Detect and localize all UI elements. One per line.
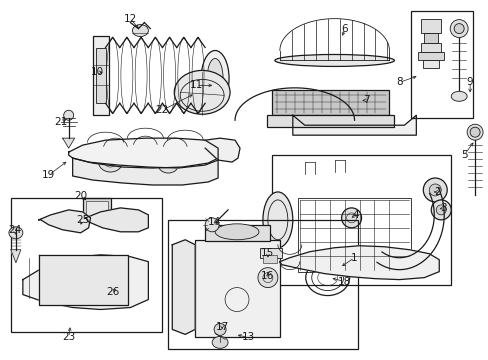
Ellipse shape	[174, 71, 229, 114]
Text: 19: 19	[42, 170, 55, 180]
Ellipse shape	[205, 218, 219, 232]
Polygon shape	[23, 255, 148, 310]
Bar	[266, 115, 394, 127]
Ellipse shape	[423, 178, 447, 202]
Bar	[271, 90, 388, 115]
Polygon shape	[85, 208, 148, 232]
Ellipse shape	[215, 224, 259, 240]
Ellipse shape	[214, 323, 225, 336]
Text: 18: 18	[337, 276, 350, 287]
Bar	[11, 198, 162, 332]
Ellipse shape	[341, 208, 361, 228]
Text: 16: 16	[261, 271, 274, 281]
Text: 13: 13	[241, 332, 254, 342]
Polygon shape	[68, 138, 218, 168]
Text: 2: 2	[433, 187, 440, 197]
Polygon shape	[292, 115, 415, 135]
Text: 4: 4	[351, 210, 358, 220]
Ellipse shape	[59, 269, 79, 287]
Bar	[263, 255, 276, 263]
Text: 26: 26	[106, 287, 119, 297]
Ellipse shape	[212, 336, 227, 348]
Ellipse shape	[430, 200, 450, 220]
Text: 23: 23	[62, 332, 75, 342]
Text: 10: 10	[91, 67, 104, 77]
Bar	[297, 198, 410, 272]
Text: 22: 22	[155, 105, 168, 115]
Ellipse shape	[428, 184, 440, 196]
Text: 11: 11	[189, 80, 203, 90]
Text: 7: 7	[363, 95, 369, 105]
Bar	[424, 32, 437, 42]
Bar	[423, 60, 438, 68]
Polygon shape	[73, 158, 218, 185]
Text: 3: 3	[439, 203, 446, 213]
Text: 21: 21	[54, 117, 67, 127]
Ellipse shape	[201, 50, 228, 106]
Bar	[421, 42, 440, 53]
Bar	[95, 48, 105, 103]
Ellipse shape	[207, 58, 223, 98]
Ellipse shape	[469, 127, 479, 137]
Polygon shape	[62, 138, 75, 148]
Bar	[421, 19, 440, 32]
Polygon shape	[39, 255, 128, 305]
Ellipse shape	[258, 268, 277, 288]
Polygon shape	[279, 246, 438, 280]
Bar	[410, 11, 472, 118]
Polygon shape	[172, 240, 195, 334]
Ellipse shape	[450, 91, 466, 101]
Ellipse shape	[101, 271, 120, 289]
Text: 25: 25	[76, 215, 89, 225]
Ellipse shape	[158, 157, 178, 173]
Ellipse shape	[99, 152, 122, 172]
Bar	[260, 248, 281, 258]
Text: 14: 14	[207, 217, 220, 227]
Ellipse shape	[9, 227, 23, 239]
Ellipse shape	[435, 205, 446, 215]
Text: 17: 17	[215, 323, 228, 332]
Ellipse shape	[132, 24, 148, 37]
Bar	[195, 240, 279, 337]
Text: 1: 1	[350, 253, 357, 263]
Ellipse shape	[453, 24, 463, 33]
Text: 15: 15	[261, 248, 274, 258]
Polygon shape	[205, 138, 240, 162]
Polygon shape	[11, 250, 21, 263]
Text: 6: 6	[341, 24, 347, 33]
Bar	[168, 220, 357, 349]
Bar	[82, 198, 110, 220]
Text: 5: 5	[460, 150, 467, 160]
Bar	[92, 36, 108, 115]
Bar	[85, 201, 107, 217]
Text: 9: 9	[466, 77, 472, 87]
Ellipse shape	[63, 110, 74, 120]
Bar	[205, 225, 269, 241]
Text: 12: 12	[123, 14, 137, 24]
Bar	[271, 155, 450, 285]
Text: 8: 8	[395, 77, 402, 87]
Ellipse shape	[449, 20, 467, 37]
Ellipse shape	[274, 54, 394, 67]
Ellipse shape	[263, 192, 292, 248]
Bar	[417, 53, 443, 60]
Ellipse shape	[109, 280, 127, 298]
Text: 20: 20	[74, 191, 87, 201]
Polygon shape	[39, 210, 90, 233]
Text: 24: 24	[8, 225, 21, 235]
Ellipse shape	[466, 124, 482, 140]
